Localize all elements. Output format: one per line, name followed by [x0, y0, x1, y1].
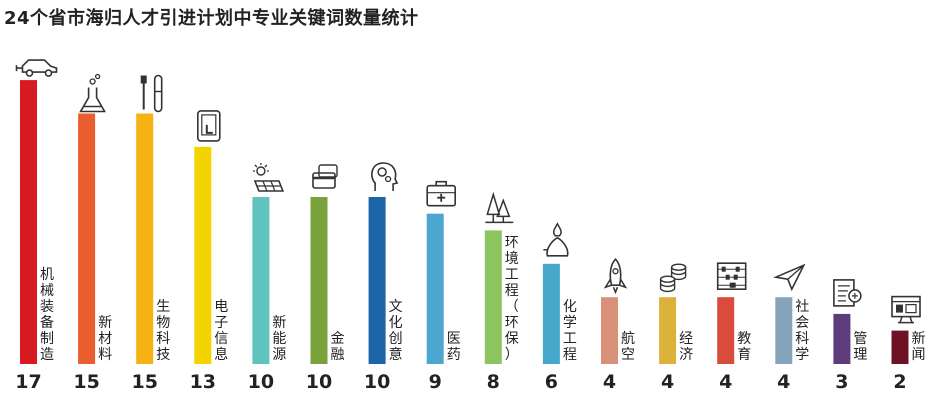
value-label: 15: [131, 371, 157, 393]
bar-8: [426, 213, 444, 364]
category-label: 生物科技: [156, 299, 170, 363]
value-label: 17: [15, 371, 41, 393]
paper-plane-icon: [772, 263, 806, 292]
car-plug-icon: [15, 59, 58, 77]
abacus-icon: [716, 262, 747, 291]
value-label: 15: [73, 371, 99, 393]
medical-kit-icon: [426, 180, 457, 207]
document-chart-icon: [833, 279, 862, 307]
bar-13: [717, 297, 735, 364]
category-label: 金融: [331, 331, 345, 363]
value-label: 10: [364, 371, 390, 393]
bar-5: [252, 197, 270, 364]
chart-title: 24个省市海归人才引进计划中专业关键词数量统计: [4, 8, 419, 29]
value-label: 13: [190, 371, 216, 393]
value-label: 10: [248, 371, 274, 393]
monitor-news-icon: [891, 295, 921, 324]
bar-11: [601, 297, 618, 364]
solar-panel-icon: [252, 163, 285, 192]
head-gears-icon: [371, 162, 399, 191]
category-label: 化学工程: [563, 299, 577, 363]
value-label: 6: [545, 371, 558, 393]
category-label: 电子信息: [214, 299, 228, 363]
category-label: 社会科学: [795, 299, 809, 363]
coins-icon: [659, 263, 687, 293]
bar-1: [20, 80, 37, 364]
bar-9: [484, 230, 502, 364]
category-label: 新闻: [912, 331, 926, 363]
category-label: 新材料: [98, 315, 112, 363]
value-label: 4: [661, 371, 674, 393]
bar-12: [659, 297, 677, 364]
bar-15: [833, 313, 851, 364]
trees-icon: [485, 191, 514, 224]
bunsen-burner-icon: [543, 222, 569, 257]
value-label: 4: [777, 371, 790, 393]
category-label: 医药: [447, 331, 461, 363]
category-label: 管理: [853, 331, 867, 363]
value-label: 4: [603, 371, 616, 393]
credit-card-icon: [312, 164, 338, 189]
test-tube-icon: [140, 74, 163, 113]
bar-10: [542, 263, 560, 364]
rocket-icon: [603, 258, 628, 295]
category-label: 教育: [737, 331, 751, 363]
bar-16: [891, 330, 909, 364]
value-label: 2: [893, 371, 906, 393]
category-label: 机械装备制造: [40, 267, 54, 363]
bar-7: [368, 197, 386, 364]
bar-3: [136, 113, 154, 364]
bar-14: [775, 297, 793, 364]
flask-icon: [79, 73, 106, 113]
category-label: 新能源: [272, 315, 286, 363]
value-label: 3: [835, 371, 848, 393]
value-label: 8: [487, 371, 500, 393]
tablet-touch-icon: [197, 110, 221, 142]
category-label: 航空: [621, 331, 635, 363]
bar-2: [78, 113, 96, 364]
bar-4: [194, 146, 212, 364]
value-label: 4: [719, 371, 732, 393]
bar-6: [310, 197, 328, 364]
category-label: 环境工程（环保）: [505, 235, 519, 363]
value-label: 9: [429, 371, 442, 393]
category-label: 文化创意: [389, 299, 403, 363]
category-label: 经济: [679, 331, 693, 363]
value-label: 10: [306, 371, 332, 393]
